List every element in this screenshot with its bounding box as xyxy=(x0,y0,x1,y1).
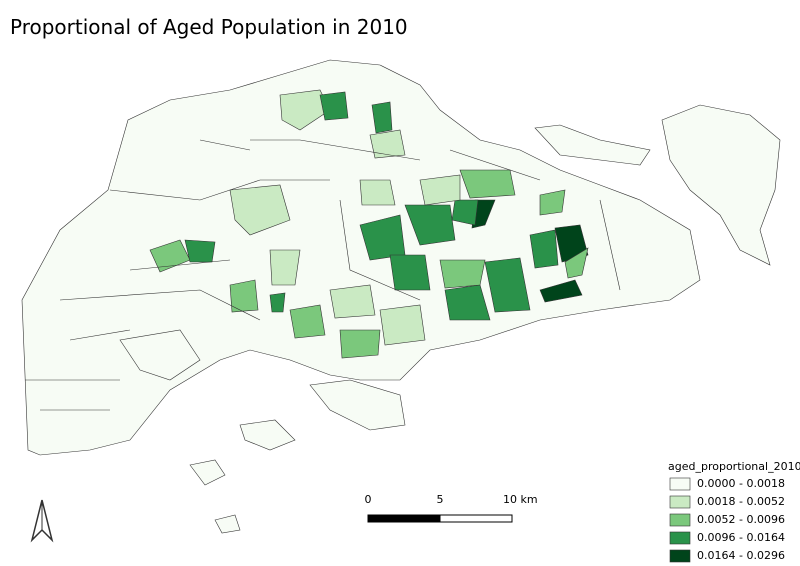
scale-label: 10 km xyxy=(503,493,538,506)
island xyxy=(239,419,296,451)
district xyxy=(269,249,301,286)
legend: aged_proportional_2010 0.0000 - 0.0018 0.… xyxy=(668,460,800,563)
district xyxy=(484,257,531,313)
legend-label: 0.0052 - 0.0096 xyxy=(697,513,785,526)
scale-bar xyxy=(367,514,441,523)
district xyxy=(389,254,431,291)
map-title: Proportional of Aged Population in 2010 xyxy=(10,15,408,39)
legend-swatch xyxy=(669,495,691,509)
district xyxy=(184,239,216,263)
district xyxy=(289,304,326,339)
district xyxy=(269,292,286,313)
island xyxy=(214,514,241,534)
district xyxy=(371,101,393,134)
island xyxy=(119,329,201,381)
district xyxy=(229,184,291,236)
district xyxy=(444,284,491,321)
district xyxy=(451,199,479,226)
legend-swatch xyxy=(669,531,691,545)
district xyxy=(404,204,456,246)
district xyxy=(279,89,331,131)
scale-label: 0 xyxy=(365,493,372,506)
district xyxy=(419,174,461,206)
legend-swatch xyxy=(669,477,691,491)
district xyxy=(539,279,583,303)
district xyxy=(229,279,259,313)
district xyxy=(539,189,566,216)
legend-label: 0.0000 - 0.0018 xyxy=(697,477,785,490)
district xyxy=(564,247,589,279)
legend-title: aged_proportional_2010 xyxy=(668,460,800,473)
district xyxy=(339,329,381,359)
island xyxy=(534,124,651,166)
district xyxy=(369,129,406,159)
legend-swatch xyxy=(669,513,691,527)
district xyxy=(359,179,396,206)
legend-label: 0.0164 - 0.0296 xyxy=(697,549,785,562)
legend-label: 0.0018 - 0.0052 xyxy=(697,495,785,508)
island xyxy=(661,104,781,266)
island xyxy=(309,379,406,431)
district xyxy=(329,284,376,319)
legend-label: 0.0096 - 0.0164 xyxy=(697,531,785,544)
scale-bar xyxy=(439,514,513,523)
district xyxy=(379,304,426,346)
boundary-lines xyxy=(25,139,621,411)
legend-swatch xyxy=(669,549,691,563)
district xyxy=(529,229,559,269)
island xyxy=(189,459,226,486)
district xyxy=(439,259,486,289)
district xyxy=(319,91,349,121)
district xyxy=(459,169,516,199)
scale-label: 5 xyxy=(437,493,444,506)
